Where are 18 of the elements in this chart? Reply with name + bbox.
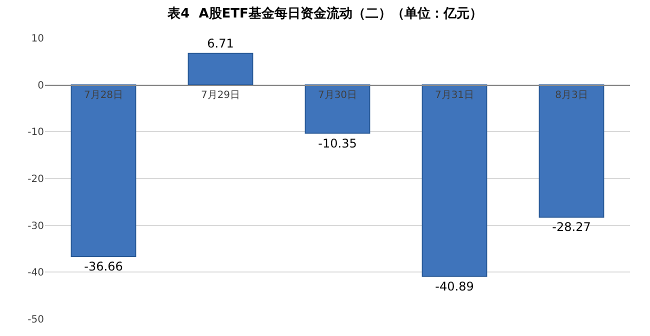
y-tick-label: -20 [28,174,44,185]
chart-title: 表4 A股ETF基金每日资金流动（二）（单位：亿元） [166,6,482,22]
x-tick-label: 7月31日 [434,90,474,101]
data-label: -28.27 [552,220,591,234]
x-tick-label: 7月30日 [318,90,358,101]
x-tick-label: 8月3日 [555,90,588,101]
y-tick-label: 10 [31,34,44,44]
data-label: -10.35 [318,136,357,150]
x-tick-label: 7月28日 [84,90,124,101]
data-label: -40.89 [435,279,474,294]
data-label: 6.71 [207,36,234,50]
y-tick-label: -50 [28,314,44,326]
y-tick-label: -10 [28,127,44,138]
y-tick-label: -40 [28,268,44,279]
x-tick-label: 7月29日 [200,90,240,101]
y-tick-label: -30 [28,220,44,232]
y-tick-label: 0 [38,80,44,92]
data-label: -36.66 [84,260,123,274]
